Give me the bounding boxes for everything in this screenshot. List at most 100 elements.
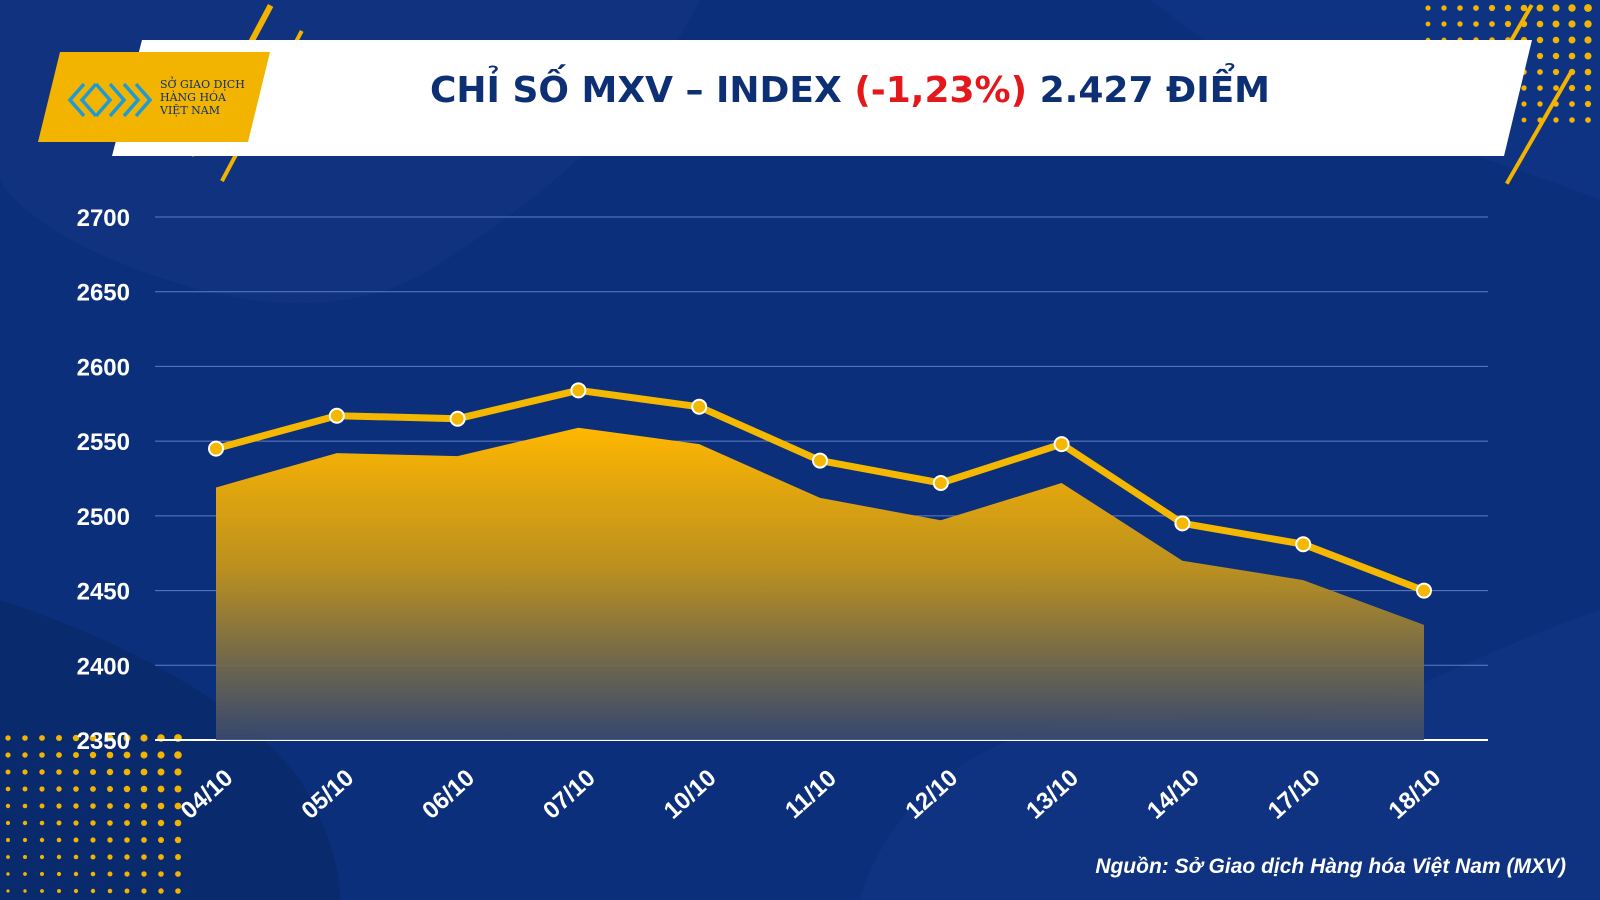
pattern-dot: [5, 803, 11, 809]
pattern-dot: [22, 735, 28, 741]
pattern-dot: [89, 734, 97, 742]
pattern-dot: [174, 768, 182, 776]
pattern-dot: [174, 785, 182, 793]
pattern-dot: [1568, 36, 1576, 44]
pattern-dot: [141, 888, 147, 894]
data-point: [449, 410, 466, 427]
pattern-dot: [106, 768, 114, 776]
pattern-dot: [5, 786, 11, 792]
pattern-dot: [1585, 117, 1591, 123]
pattern-dot: [56, 837, 62, 843]
pattern-dot: [73, 854, 79, 860]
pattern-dot: [124, 888, 130, 894]
pattern-dot: [90, 803, 96, 809]
pattern-dot: [1569, 117, 1575, 123]
pattern-dot: [39, 769, 45, 775]
pattern-dot: [40, 889, 44, 893]
y-tick-label: 2650: [77, 280, 130, 307]
logo-line: SỞ GIAO DỊCH: [160, 78, 245, 91]
pattern-dot: [23, 889, 27, 893]
x-tick-label: 13/10: [1021, 764, 1084, 824]
pattern-dot: [1425, 5, 1431, 11]
pattern-dot: [73, 752, 79, 758]
pattern-dot: [141, 837, 147, 843]
y-tick-label: 2400: [77, 653, 130, 680]
pattern-dot: [22, 752, 28, 758]
pattern-dot: [23, 872, 27, 876]
pattern-dot: [56, 871, 62, 877]
pattern-dot: [57, 889, 61, 893]
pattern-dot: [107, 837, 113, 843]
y-tick-label: 2350: [77, 728, 130, 755]
pattern-dot: [90, 854, 96, 860]
pattern-dot: [6, 889, 10, 893]
pattern-dot: [123, 734, 131, 742]
pattern-dot: [175, 888, 181, 894]
logo-line: VIỆT NAM: [160, 104, 220, 117]
pattern-dot: [157, 751, 165, 759]
pattern-dot: [1537, 101, 1543, 107]
pattern-dot: [107, 888, 113, 894]
pattern-dot: [1552, 20, 1560, 28]
pattern-dot: [1536, 52, 1544, 60]
pattern-dot: [56, 769, 62, 775]
pattern-dot: [1457, 5, 1463, 11]
pattern-dot: [1488, 4, 1496, 12]
pattern-dot: [1584, 68, 1592, 76]
pattern-dot: [1441, 5, 1447, 11]
pattern-dot: [22, 837, 28, 843]
pattern-dot: [39, 820, 45, 826]
data-point: [812, 452, 828, 469]
pattern-dot: [157, 802, 165, 810]
logo-line: HÀNG HÓA: [160, 91, 226, 104]
pattern-dot: [6, 872, 10, 876]
pattern-dot: [1552, 4, 1560, 12]
title-change: (-1,23%): [854, 70, 1028, 111]
data-point: [328, 407, 345, 424]
pattern-dot: [141, 854, 147, 860]
pattern-dot: [56, 735, 62, 741]
pattern-dot: [157, 819, 165, 827]
pattern-dot: [23, 855, 27, 859]
pattern-dot: [1536, 4, 1544, 12]
pattern-dot: [90, 786, 96, 792]
pattern-dot: [140, 802, 148, 810]
pattern-dot: [1569, 101, 1575, 107]
pattern-dot: [1521, 101, 1527, 107]
pattern-dot: [1568, 4, 1576, 12]
pattern-dot: [123, 751, 131, 759]
pattern-dot: [175, 854, 181, 860]
pattern-dot: [5, 752, 11, 758]
pattern-dot: [174, 836, 182, 844]
pattern-dot: [1457, 21, 1463, 27]
pattern-dot: [22, 769, 28, 775]
logo-card: [38, 52, 270, 142]
pattern-dot: [124, 803, 130, 809]
pattern-dot: [1473, 5, 1479, 11]
pattern-dot: [1552, 52, 1560, 60]
pattern-dot: [1521, 85, 1527, 91]
x-tick-label: 18/10: [1384, 764, 1447, 824]
pattern-dot: [107, 820, 113, 826]
pattern-dot: [5, 735, 11, 741]
pattern-dot: [56, 752, 62, 758]
pattern-dot: [1537, 85, 1543, 91]
pattern-dot: [39, 735, 45, 741]
x-tick-label: 04/10: [176, 764, 239, 824]
pattern-dot: [174, 802, 182, 810]
pattern-dot: [1536, 36, 1544, 44]
pattern-dot: [39, 752, 45, 758]
pattern-dot: [73, 871, 79, 877]
pattern-dot: [90, 837, 96, 843]
pattern-dot: [1553, 117, 1559, 123]
y-tick-label: 2450: [77, 579, 130, 606]
pattern-dot: [1552, 68, 1560, 76]
pattern-dot: [56, 803, 62, 809]
pattern-dot: [73, 837, 79, 843]
pattern-dot: [158, 888, 164, 894]
pattern-dot: [158, 854, 164, 860]
pattern-dot: [22, 820, 28, 826]
pattern-dot: [56, 820, 62, 826]
